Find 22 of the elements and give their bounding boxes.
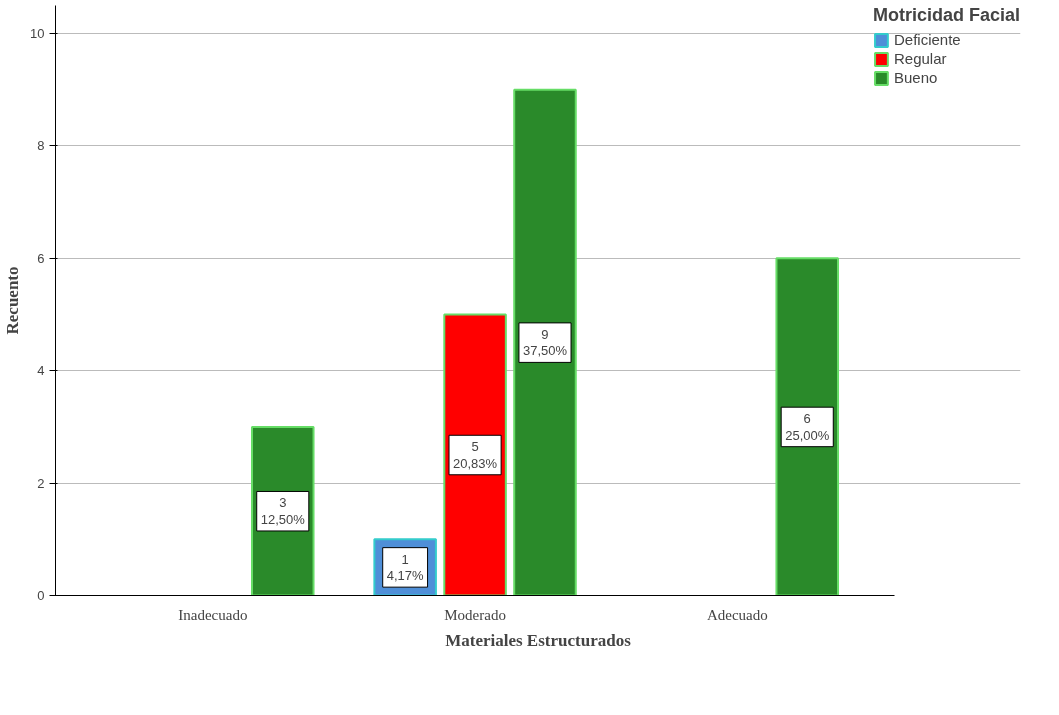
data-label: 3 12,50% xyxy=(260,495,306,527)
y-axis-title: Recuento xyxy=(3,266,23,335)
legend-label: Bueno xyxy=(893,69,938,86)
y-tick-label: 2 xyxy=(37,475,45,491)
y-tick-label: 8 xyxy=(37,138,45,154)
y-tick-label: 0 xyxy=(37,588,45,603)
x-tick-label: Moderado xyxy=(444,606,506,623)
data-label: 9 37,50% xyxy=(522,326,568,359)
bar xyxy=(513,88,577,596)
legend-label: Regular xyxy=(893,50,947,67)
y-tick-label: 4 xyxy=(37,363,45,379)
x-tick-label: Inadecuado xyxy=(178,606,248,623)
x-axis-title: Materiales Estructurados xyxy=(445,630,632,650)
data-label: 5 20,83% xyxy=(453,439,498,471)
x-tick-label: Adecuado xyxy=(706,606,768,623)
y-tick-label: 10 xyxy=(30,26,45,42)
data-label: 6 25,00% xyxy=(785,411,830,443)
bar xyxy=(775,257,839,596)
y-tick-label: 6 xyxy=(37,250,45,266)
legend-title: Motricidad Facial xyxy=(872,5,1020,26)
data-label: 1 4,17% xyxy=(386,551,425,584)
legend-label: Deficiente xyxy=(893,31,961,48)
